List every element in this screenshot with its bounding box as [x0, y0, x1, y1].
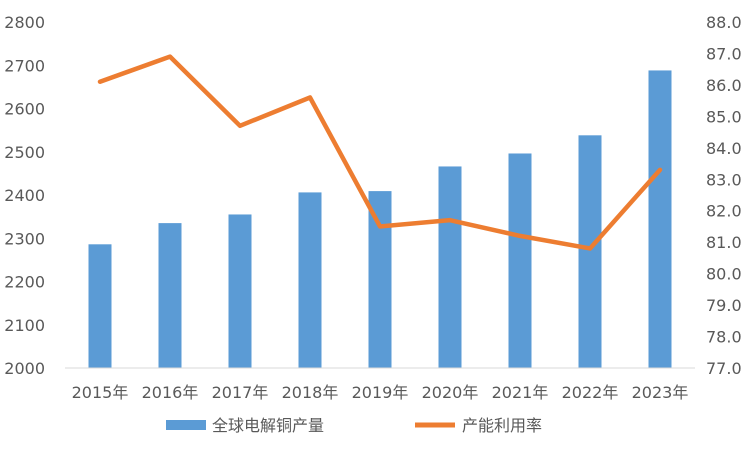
- x-tick-label: 2020年: [422, 383, 479, 402]
- bar: [298, 192, 322, 368]
- x-tick-label: 2021年: [492, 383, 549, 402]
- y-right-tick-label: 77.0: [706, 359, 742, 378]
- line-series: [97, 54, 663, 251]
- y-left-tick-label: 2300: [4, 229, 45, 248]
- bar: [578, 135, 602, 368]
- y-left-tick-label: 2700: [4, 56, 45, 75]
- y-right-tick-label: 81.0: [706, 233, 742, 252]
- y-left-tick-label: 2800: [4, 13, 45, 32]
- y-left-tick-label: 2100: [4, 316, 45, 335]
- y-right-tick-label: 82.0: [706, 202, 742, 221]
- bar: [88, 244, 112, 368]
- x-tick-label: 2017年: [212, 383, 269, 402]
- bar-series: [88, 70, 672, 368]
- y-left-tick-label: 2400: [4, 186, 45, 205]
- y-right-tick-label: 80.0: [706, 265, 742, 284]
- legend-swatch-bar: [166, 420, 206, 430]
- legend: 全球电解铜产量 产能利用率: [166, 416, 542, 435]
- y-right-tick-label: 78.0: [706, 328, 742, 347]
- legend-label-line: 产能利用率: [462, 416, 542, 435]
- x-tick-label: 2018年: [282, 383, 339, 402]
- bar: [228, 214, 252, 368]
- y-right-tick-label: 83.0: [706, 170, 742, 189]
- y-right-axis: 77.0 78.0 79.0 80.0 81.0 82.0 83.0 84.0 85.0 86.0…: [706, 13, 742, 378]
- y-left-tick-label: 2500: [4, 143, 45, 162]
- bar: [158, 223, 182, 368]
- x-tick-label: 2016年: [142, 383, 199, 402]
- bar: [508, 153, 532, 368]
- y-right-tick-label: 84.0: [706, 139, 742, 158]
- y-right-tick-label: 85.0: [706, 107, 742, 126]
- y-left-tick-label: 2600: [4, 100, 45, 119]
- y-right-tick-label: 79.0: [706, 296, 742, 315]
- legend-label-bar: 全球电解铜产量: [212, 416, 324, 435]
- x-axis: 2015年 2016年 2017年 2018年 2019年 2020年 2021年 2022年…: [72, 383, 689, 402]
- bar: [438, 166, 462, 368]
- x-tick-label: 2022年: [562, 383, 619, 402]
- x-tick-label: 2015年: [72, 383, 129, 402]
- y-left-tick-label: 2000: [4, 359, 45, 378]
- y-right-tick-label: 86.0: [706, 76, 742, 95]
- y-left-tick-label: 2200: [4, 273, 45, 292]
- bar: [648, 70, 672, 368]
- bar: [368, 191, 392, 368]
- y-right-tick-label: 87.0: [706, 44, 742, 63]
- x-tick-label: 2023年: [632, 383, 689, 402]
- y-right-tick-label: 88.0: [706, 13, 742, 32]
- x-tick-label: 2019年: [352, 383, 409, 402]
- y-left-axis: 2000 2100 2200 2300 2400 2500 2600 2700 2800: [4, 13, 45, 378]
